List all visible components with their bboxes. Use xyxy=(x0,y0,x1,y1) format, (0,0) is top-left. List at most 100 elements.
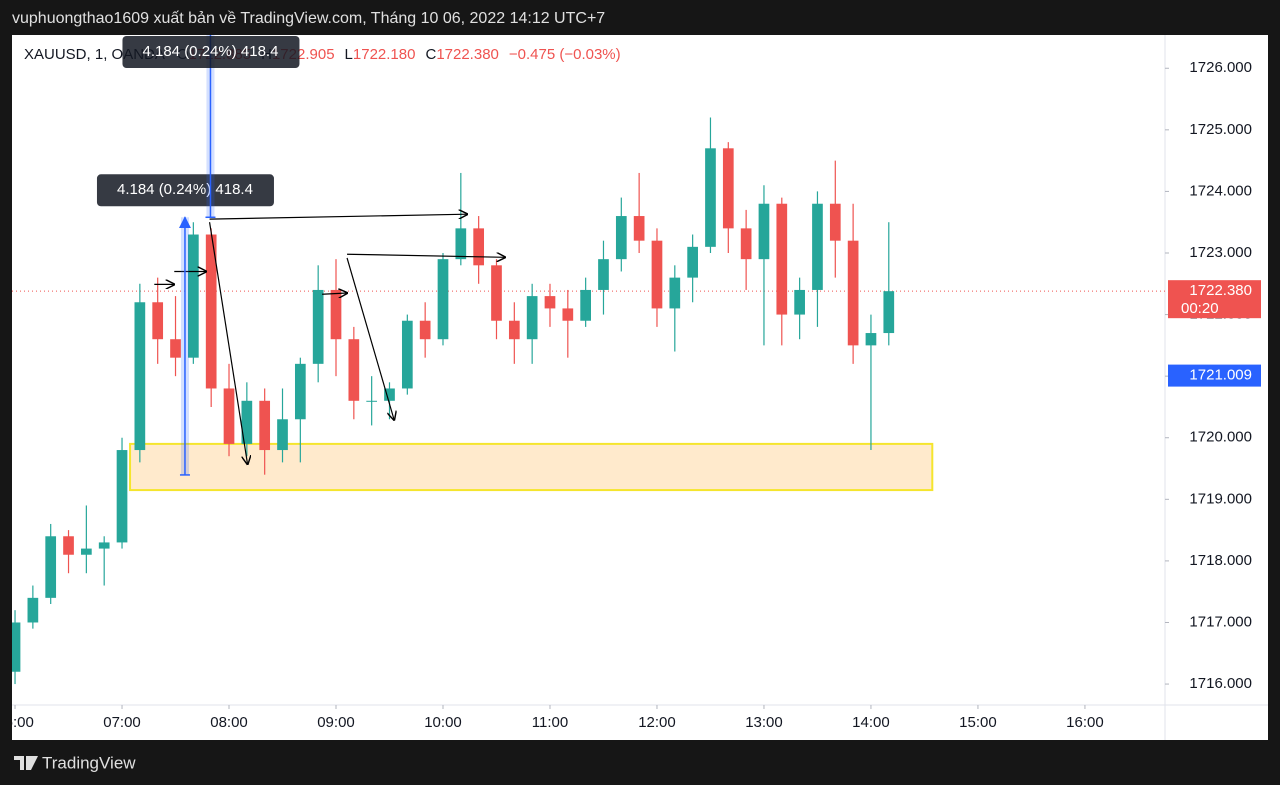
brand: TradingView xyxy=(42,753,136,772)
candle-body xyxy=(205,234,217,389)
candle-body xyxy=(580,289,591,321)
candle-body xyxy=(134,302,146,451)
candle-body xyxy=(722,148,734,229)
candle-body xyxy=(705,148,716,247)
x-tick-label: 06:00 xyxy=(0,714,34,731)
y-tick-label: 1717.000 xyxy=(1189,613,1252,630)
candle-body xyxy=(455,228,467,260)
ohlc-value: 1722.380 xyxy=(436,46,499,63)
logo xyxy=(14,756,38,770)
arrow xyxy=(322,293,347,294)
candle-body xyxy=(81,548,92,555)
price-line-label: 1721.009 xyxy=(1189,367,1252,384)
y-tick-label: 1718.000 xyxy=(1189,552,1252,569)
candle-body xyxy=(187,234,199,358)
candle-body xyxy=(312,289,324,364)
ohlc-key: C xyxy=(425,46,436,63)
candle-body xyxy=(277,419,288,451)
candle-body xyxy=(27,597,39,623)
candle-body xyxy=(419,320,431,340)
x-tick-label: 15:00 xyxy=(959,714,997,731)
zone xyxy=(129,442,934,492)
price-line-box xyxy=(1168,364,1261,387)
candle-body xyxy=(776,203,788,315)
y-tick-label: 1726.000 xyxy=(1189,59,1252,76)
candle-body xyxy=(491,265,502,321)
candle-body xyxy=(366,400,378,402)
candle-body xyxy=(598,259,609,290)
measure-label: 4.184 (0.24%) 418.4 xyxy=(117,181,253,198)
candle-body xyxy=(116,450,128,543)
x-tick-label: 07:00 xyxy=(103,714,141,731)
candle-body xyxy=(669,277,681,309)
candle-body xyxy=(829,203,841,241)
y-tick-label: 1716.000 xyxy=(1189,675,1252,692)
candle-body xyxy=(223,388,235,444)
candle-body xyxy=(98,542,110,549)
y-tick-label: 1723.000 xyxy=(1189,244,1252,261)
arrow xyxy=(209,214,468,220)
ohlc-key: L xyxy=(345,46,353,63)
x-tick-label: 09:00 xyxy=(317,714,355,731)
measure-label-box xyxy=(122,36,300,68)
countdown: 00:20 xyxy=(1181,300,1219,317)
x-tick-label: 16:00 xyxy=(1066,714,1104,731)
y-tick-label: 1724.000 xyxy=(1189,182,1252,199)
candle-body xyxy=(348,339,360,401)
candle-body xyxy=(615,216,627,260)
time-axis: 06:00 07:00 08:00 09:00 10:00 11:00 12:00 13:00… xyxy=(0,705,1104,731)
x-tick-label: 08:00 xyxy=(210,714,248,731)
arrow xyxy=(347,254,505,257)
last-price-box xyxy=(1168,280,1261,319)
measures: 4.184 (0.24%) 418.4 4.184 (0.24%) 418.4 xyxy=(96,35,300,476)
candle-body xyxy=(12,622,21,672)
candle-body xyxy=(865,333,877,346)
candle-body xyxy=(330,289,342,340)
candle-body xyxy=(651,240,663,309)
candle-body xyxy=(633,216,645,241)
header: vuphuongthao1609 xuất bản về TradingView… xyxy=(12,10,605,27)
candle-body xyxy=(152,302,164,340)
candle-body xyxy=(170,339,181,358)
candle-body xyxy=(508,320,520,340)
candle-body xyxy=(794,289,805,315)
candle-body xyxy=(437,259,449,340)
x-tick-label: 10:00 xyxy=(424,714,462,731)
plot-area xyxy=(12,117,1165,685)
y-tick-label: 1719.000 xyxy=(1189,490,1252,507)
arrow xyxy=(208,222,248,464)
candle-body xyxy=(812,203,823,290)
candle-body xyxy=(63,536,74,555)
candle-body xyxy=(562,308,574,321)
x-tick-label: 13:00 xyxy=(745,714,783,731)
candle-body xyxy=(384,388,395,401)
candle-body xyxy=(883,291,895,334)
candle-body xyxy=(847,240,859,346)
candle-body xyxy=(687,246,698,278)
price-axis: 1716.000 1717.000 1718.000 1719.000 1720.000… xyxy=(1165,59,1261,692)
candle-body xyxy=(241,400,253,444)
measure-label-box xyxy=(96,174,274,207)
measure-label: 4.184 (0.24%) 418.4 xyxy=(142,43,278,60)
candle-body xyxy=(473,228,485,266)
y-tick-label: 1725.000 xyxy=(1189,121,1252,138)
y-tick-label: 1720.000 xyxy=(1189,429,1252,446)
arrow xyxy=(346,257,394,420)
candle-body xyxy=(45,536,57,598)
x-tick-label: 12:00 xyxy=(638,714,676,731)
candle-body xyxy=(758,203,770,260)
ohlc-value: 1722.180 xyxy=(353,46,416,63)
candle-body xyxy=(259,400,271,451)
legend: XAUUSD, 1, OANDA O1722.885H1722.905L1722… xyxy=(24,46,621,63)
x-tick-label: 11:00 xyxy=(532,714,568,731)
candle-body xyxy=(294,363,306,420)
x-tick-label: 14:00 xyxy=(852,714,890,731)
change: −0.475 (−0.03%) xyxy=(509,46,621,63)
candle-body xyxy=(740,228,752,260)
candle-body xyxy=(544,296,556,309)
candle-body xyxy=(526,296,538,340)
candle-body xyxy=(401,320,413,389)
last-price-label: 1722.380 xyxy=(1189,282,1252,299)
